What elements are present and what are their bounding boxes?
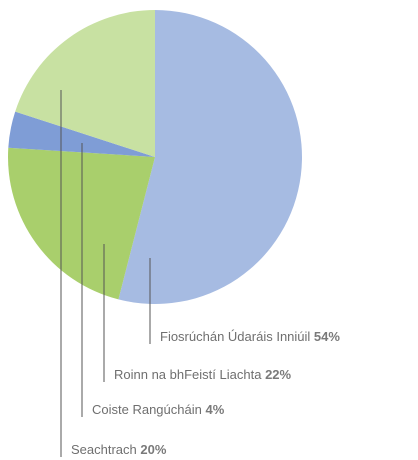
slice-name: Roinn na bhFeistí Liachta [114,367,262,382]
slice-label: Coiste Rangúcháin 4% [92,402,225,417]
slice-value: 20% [140,442,166,457]
slice-value: 22% [265,367,291,382]
slice-label: Fiosrúchán Údaráis Inniúil 54% [160,329,340,344]
slice-value: 54% [314,329,340,344]
pie-slice [15,10,156,157]
slice-value: 4% [205,402,224,417]
slice-label: Seachtrach 20% [71,442,167,457]
slice-name: Coiste Rangúcháin [92,402,202,417]
pie-slice [118,10,302,305]
slice-label: Roinn na bhFeistí Liachta 22% [114,367,292,382]
slice-name: Seachtrach [71,442,137,457]
slice-name: Fiosrúchán Údaráis Inniúil [160,329,310,344]
pie-slice [8,111,156,157]
